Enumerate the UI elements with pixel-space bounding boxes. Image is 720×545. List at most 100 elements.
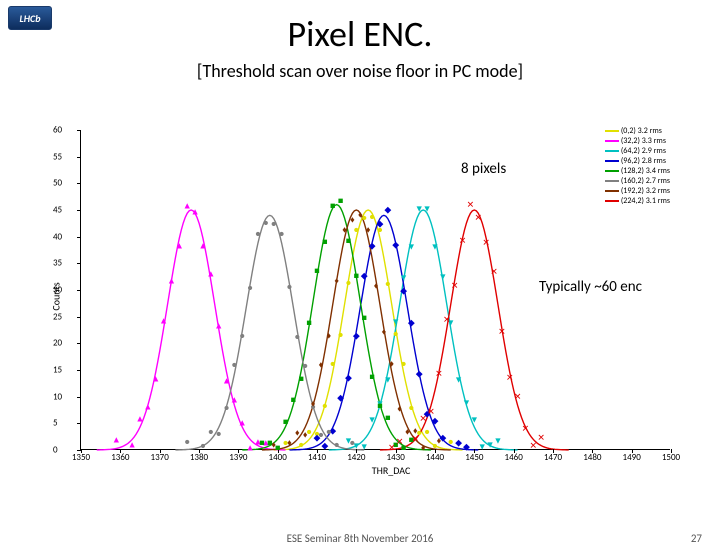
legend-row: (32,2) 3.3 rms xyxy=(605,136,670,146)
data-marker: ✕ xyxy=(427,407,435,418)
data-marker: ♦ xyxy=(389,358,394,369)
legend-label: (64,2) 2.9 rms xyxy=(621,146,666,156)
legend-label: (192,2) 3.2 rms xyxy=(621,186,670,196)
page-subtitle: [Threshold scan over noise floor in PC m… xyxy=(0,60,720,82)
data-marker: ✕ xyxy=(412,434,420,445)
x-tick-label: 1350 xyxy=(72,452,90,463)
data-marker: ◆ xyxy=(321,440,328,451)
data-marker: ▼ xyxy=(423,204,432,215)
data-marker: ✕ xyxy=(506,372,514,383)
legend-row: (192,2) 3.2 rms xyxy=(605,186,670,196)
data-marker: ♦ xyxy=(405,426,410,437)
y-tick-label: 45 xyxy=(53,205,62,216)
data-marker: ▼ xyxy=(407,241,416,252)
data-marker: ✕ xyxy=(522,423,530,434)
data-marker: ● xyxy=(184,437,189,448)
data-marker: ◆ xyxy=(384,205,391,216)
data-marker: ■ xyxy=(361,313,366,324)
data-marker: ▼ xyxy=(454,375,463,386)
data-marker: ▲ xyxy=(230,395,239,406)
lhcb-logo: LHCb xyxy=(8,6,56,38)
data-marker: ▲ xyxy=(136,413,145,424)
data-marker: ● xyxy=(385,279,390,290)
legend-swatch xyxy=(605,170,619,172)
data-marker: ■ xyxy=(322,236,327,247)
data-marker: ▲ xyxy=(191,207,200,218)
y-tick-label: 25 xyxy=(53,311,62,322)
data-marker: ● xyxy=(240,331,245,342)
data-marker: ▲ xyxy=(222,375,231,386)
data-marker: ■ xyxy=(354,271,359,282)
data-marker: ■ xyxy=(259,437,264,448)
data-marker: ● xyxy=(401,358,406,369)
data-marker: ▲ xyxy=(143,402,152,413)
x-tick-label: 1380 xyxy=(190,452,208,463)
data-marker: ● xyxy=(287,281,292,292)
data-marker: ✕ xyxy=(435,368,443,379)
data-marker: ♦ xyxy=(358,210,363,221)
data-marker: ▲ xyxy=(214,320,223,331)
x-tick-label: 1470 xyxy=(544,452,562,463)
y-tick-label: 30 xyxy=(53,285,62,296)
legend-swatch xyxy=(605,160,619,162)
data-marker: ◆ xyxy=(345,373,352,384)
data-marker: ✕ xyxy=(451,281,459,292)
y-tick-label: 60 xyxy=(53,125,62,136)
data-marker: ◆ xyxy=(408,318,415,329)
data-marker: ▲ xyxy=(128,439,137,450)
data-marker: ■ xyxy=(385,413,390,424)
data-marker: ◆ xyxy=(376,219,383,230)
data-marker: ▼ xyxy=(431,241,440,252)
data-marker: ♦ xyxy=(382,326,387,337)
data-marker: ■ xyxy=(306,317,311,328)
data-marker: ● xyxy=(224,403,229,414)
data-marker: ▲ xyxy=(238,418,247,429)
legend-swatch xyxy=(605,180,619,182)
data-marker: ■ xyxy=(283,416,288,427)
x-axis-label: THR_DAC xyxy=(372,464,411,477)
legend-label: (128,2) 3.4 rms xyxy=(621,166,670,176)
data-marker: ● xyxy=(393,328,398,339)
data-marker: ■ xyxy=(377,400,382,411)
data-marker: ● xyxy=(263,217,268,228)
data-marker: ● xyxy=(448,437,453,448)
data-marker: ▲ xyxy=(175,240,184,251)
data-marker: ● xyxy=(318,429,323,440)
data-marker: ● xyxy=(255,229,260,240)
data-marker: ◆ xyxy=(337,392,344,403)
legend-swatch xyxy=(605,190,619,192)
data-marker: ♦ xyxy=(374,280,379,291)
legend-swatch xyxy=(605,150,619,152)
data-marker: ■ xyxy=(330,201,335,212)
data-marker: ♦ xyxy=(311,399,316,410)
data-marker: ■ xyxy=(346,236,351,247)
data-marker: ● xyxy=(330,359,335,370)
data-marker: ● xyxy=(354,224,359,235)
x-tick-label: 1360 xyxy=(111,452,129,463)
data-marker: ● xyxy=(302,360,307,371)
legend-swatch xyxy=(605,140,619,142)
data-marker: ▼ xyxy=(399,272,408,283)
legend-swatch xyxy=(605,200,619,202)
legend-label: (160,2) 2.7 rms xyxy=(621,176,670,186)
data-marker: ● xyxy=(334,440,339,451)
x-tick-label: 1420 xyxy=(347,452,365,463)
enc-annotation: Typically ~60 enc xyxy=(539,278,642,296)
x-tick-label: 1440 xyxy=(426,452,444,463)
data-marker: ♦ xyxy=(397,404,402,415)
data-marker: ◆ xyxy=(361,270,368,281)
data-marker: ▲ xyxy=(206,269,215,280)
data-marker: ✕ xyxy=(467,199,475,210)
data-marker: ✕ xyxy=(482,237,490,248)
x-tick-label: 1410 xyxy=(308,452,326,463)
data-marker: ▲ xyxy=(112,434,121,445)
data-marker: ▲ xyxy=(198,241,207,252)
x-tick-label: 1370 xyxy=(151,452,169,463)
data-marker: ◆ xyxy=(400,285,407,296)
data-marker: ● xyxy=(369,212,374,223)
y-tick-label: 40 xyxy=(53,231,62,242)
data-marker: ▲ xyxy=(151,373,160,384)
y-tick-label: 10 xyxy=(53,391,62,402)
x-tick-label: 1400 xyxy=(269,452,287,463)
data-marker: ● xyxy=(271,218,276,229)
